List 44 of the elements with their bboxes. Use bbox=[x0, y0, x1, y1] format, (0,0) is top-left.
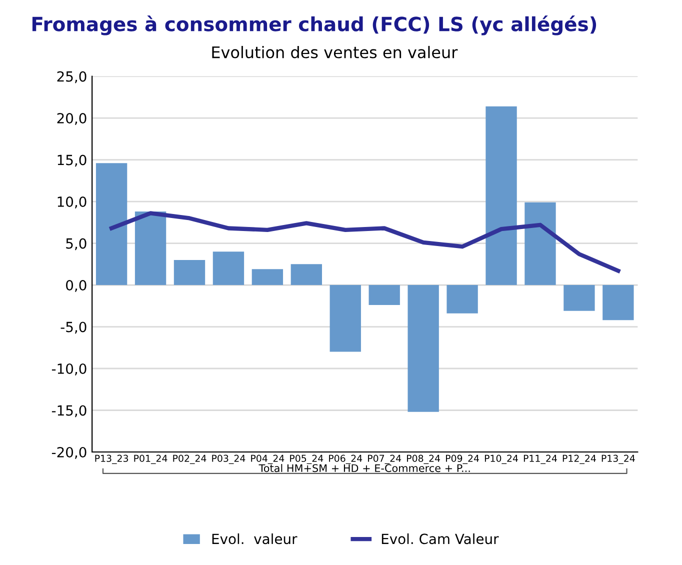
x-tick-label: P08_24 bbox=[407, 454, 440, 464]
x-tick-label: P04_24 bbox=[251, 454, 284, 464]
bar bbox=[408, 285, 439, 412]
y-tick-label: 5,0 bbox=[66, 238, 86, 250]
x-tick-label: P09_24 bbox=[446, 454, 479, 464]
bar bbox=[134, 212, 166, 286]
y-tick-label: 20,0 bbox=[57, 112, 86, 125]
x-tick-label: P12_24 bbox=[562, 454, 596, 464]
y-tick-label: 0,0 bbox=[66, 280, 86, 292]
bar bbox=[368, 285, 400, 306]
y-tick-label: 15,0 bbox=[58, 154, 86, 167]
x-tick-label: P06_24 bbox=[329, 454, 362, 464]
x-tick-label: P10_24 bbox=[484, 454, 518, 464]
bar bbox=[290, 264, 322, 286]
y-tick-label: -20,0 bbox=[52, 446, 86, 459]
x-tick-label: P03_24 bbox=[212, 454, 246, 464]
bar bbox=[330, 285, 361, 352]
y-tick-label: -5,0 bbox=[60, 322, 86, 334]
bar bbox=[96, 163, 128, 286]
x-tick-label: P01_24 bbox=[134, 454, 168, 464]
chart-subtitle: Evolution des ventes en valeur bbox=[212, 46, 458, 58]
x-tick-label: P05_24 bbox=[290, 454, 324, 464]
bar bbox=[212, 252, 244, 286]
x-axis-title: Total HM+SM + HD + E-Commerce + P... bbox=[258, 464, 470, 472]
x-tick-label: P13_23 bbox=[95, 454, 128, 464]
bar bbox=[524, 202, 556, 286]
x-tick-label: P13_24 bbox=[602, 454, 635, 464]
x-tick-label: P07_24 bbox=[368, 454, 402, 464]
bar bbox=[174, 260, 206, 286]
x-tick-label: P11_24 bbox=[524, 454, 557, 464]
y-tick-label: 10,0 bbox=[58, 196, 86, 208]
bar bbox=[486, 106, 517, 286]
bar bbox=[564, 285, 595, 311]
bar bbox=[252, 269, 284, 286]
chart-title: Fromages à consommer chaud (FCC) LS (yc allégés) bbox=[32, 16, 596, 36]
y-tick-label: 25,0 bbox=[57, 71, 86, 84]
bar bbox=[602, 285, 634, 320]
y-tick-label: -15,0 bbox=[52, 405, 86, 418]
bar bbox=[446, 285, 478, 314]
legend-label: Evol. valeur bbox=[212, 533, 298, 544]
y-tick-label: -10,0 bbox=[52, 363, 86, 376]
legend-label: Evol. Cam Valeur bbox=[382, 533, 499, 544]
line-series bbox=[109, 211, 620, 273]
x-tick-label: P02_24 bbox=[173, 454, 206, 464]
